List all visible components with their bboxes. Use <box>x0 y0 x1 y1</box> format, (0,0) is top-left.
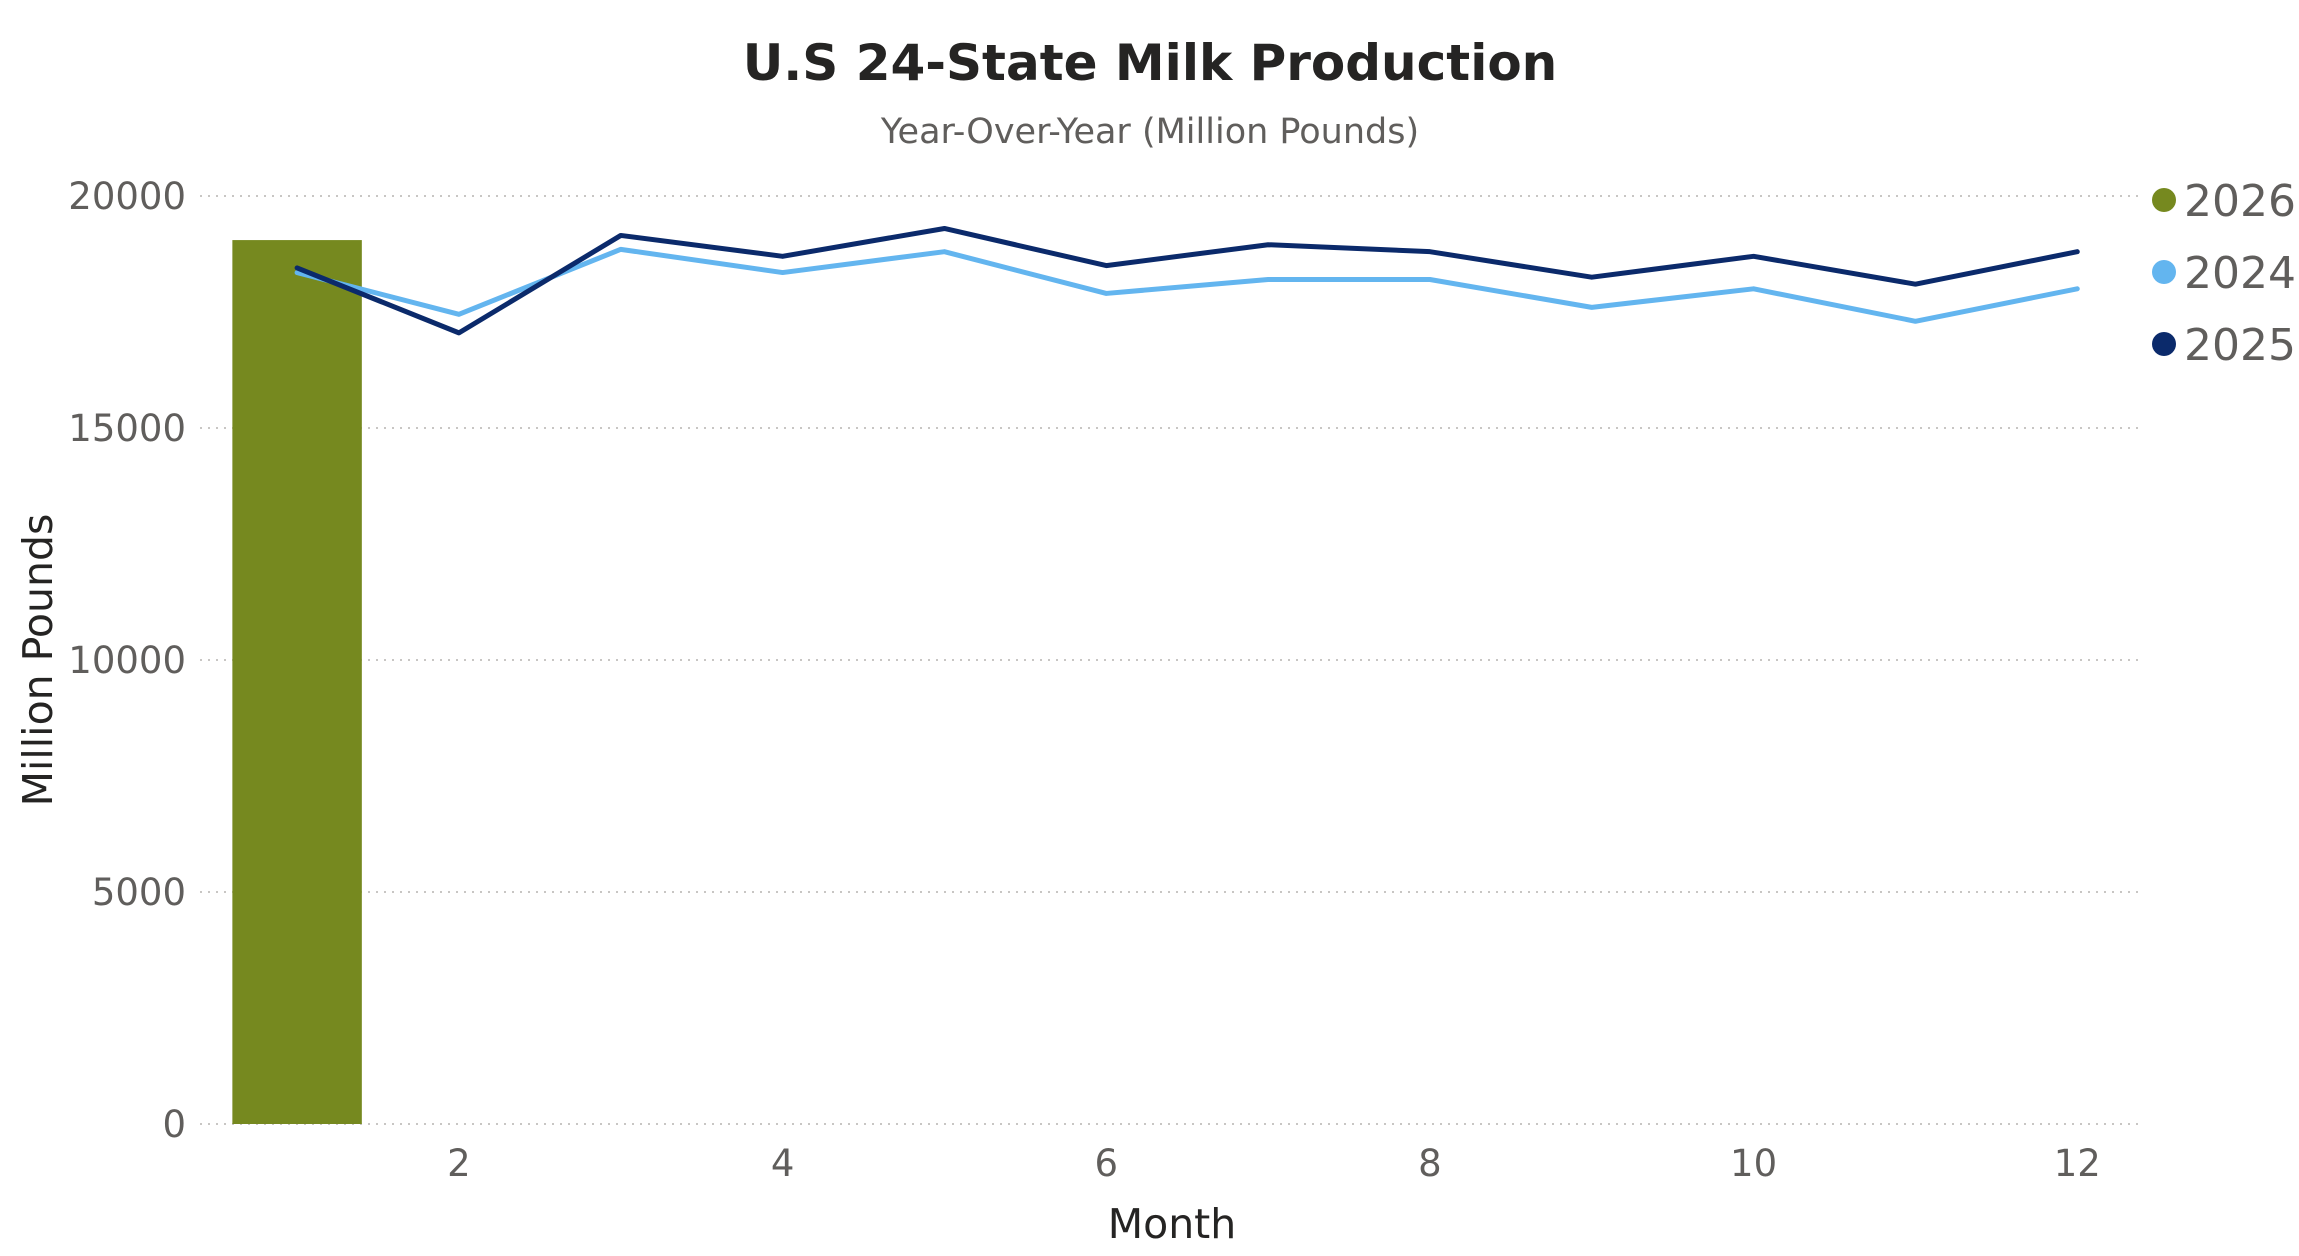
line-series-2024[interactable] <box>294 246 2080 324</box>
x-tick-label: 2 <box>447 1142 471 1185</box>
line-series <box>294 225 2081 336</box>
legend-item-2025[interactable]: 2025 <box>2152 320 2296 371</box>
point-2025-month-7[interactable] <box>1265 241 1272 248</box>
x-tick-label: 10 <box>1730 1142 1777 1185</box>
x-tick-label: 6 <box>1094 1142 1118 1185</box>
point-2025-month-6[interactable] <box>1103 262 1110 269</box>
bar-series <box>232 240 362 1124</box>
line-series-2025[interactable] <box>294 225 2080 336</box>
point-2025-month-10[interactable] <box>1750 253 1757 260</box>
point-2025-month-9[interactable] <box>1588 274 1595 281</box>
point-2025-month-3[interactable] <box>617 232 624 239</box>
legend-marker-2026 <box>2152 188 2176 212</box>
legend-label-2026: 2026 <box>2184 176 2296 227</box>
legend-label-2024: 2024 <box>2184 248 2296 299</box>
point-2024-month-5[interactable] <box>941 248 948 255</box>
legend-item-2026[interactable]: 2026 <box>2152 176 2296 227</box>
point-2025-month-1[interactable] <box>294 264 301 271</box>
point-2024-month-9[interactable] <box>1588 304 1595 311</box>
y-axis-title: Million Pounds <box>14 514 62 807</box>
x-tick-label: 12 <box>2054 1142 2101 1185</box>
point-2024-month-6[interactable] <box>1103 290 1110 297</box>
gridlines <box>200 195 2142 1125</box>
y-tick-label: 10000 <box>68 639 186 682</box>
legend: 2026 2024 2025 <box>2152 176 2296 371</box>
y-tick-label: 5000 <box>92 871 186 914</box>
x-axis-ticks: 2 4 6 8 10 12 <box>447 1142 2101 1185</box>
point-2025-month-12[interactable] <box>2074 248 2081 255</box>
legend-item-2024[interactable]: 2024 <box>2152 248 2296 299</box>
x-tick-label: 8 <box>1418 1142 1442 1185</box>
legend-marker-2025 <box>2152 332 2176 356</box>
point-2024-month-8[interactable] <box>1426 276 1433 283</box>
point-2025-month-2[interactable] <box>455 329 462 336</box>
point-2024-month-3[interactable] <box>617 246 624 253</box>
chart-subtitle: Year-Over-Year (Million Pounds) <box>880 112 1419 152</box>
point-2025-month-8[interactable] <box>1426 248 1433 255</box>
point-2024-month-12[interactable] <box>2074 285 2081 292</box>
x-tick-label: 4 <box>771 1142 795 1185</box>
point-2024-month-4[interactable] <box>779 269 786 276</box>
x-axis-title: Month <box>1108 1200 1237 1248</box>
point-2025-month-5[interactable] <box>941 225 948 232</box>
legend-label-2025: 2025 <box>2184 320 2296 371</box>
bar-2026-month-1[interactable] <box>232 240 362 1124</box>
point-2024-month-7[interactable] <box>1265 276 1272 283</box>
y-tick-label: 0 <box>162 1103 186 1146</box>
y-axis-ticks: 0 5000 10000 15000 20000 <box>68 175 186 1146</box>
y-tick-label: 20000 <box>68 175 186 218</box>
legend-marker-2024 <box>2152 260 2176 284</box>
y-tick-label: 15000 <box>68 407 186 450</box>
chart-title: U.S 24-State Milk Production <box>743 34 1558 92</box>
point-2024-month-10[interactable] <box>1750 285 1757 292</box>
point-2025-month-4[interactable] <box>779 253 786 260</box>
point-2024-month-11[interactable] <box>1912 318 1919 325</box>
point-2025-month-11[interactable] <box>1912 281 1919 288</box>
point-2024-month-2[interactable] <box>455 311 462 318</box>
